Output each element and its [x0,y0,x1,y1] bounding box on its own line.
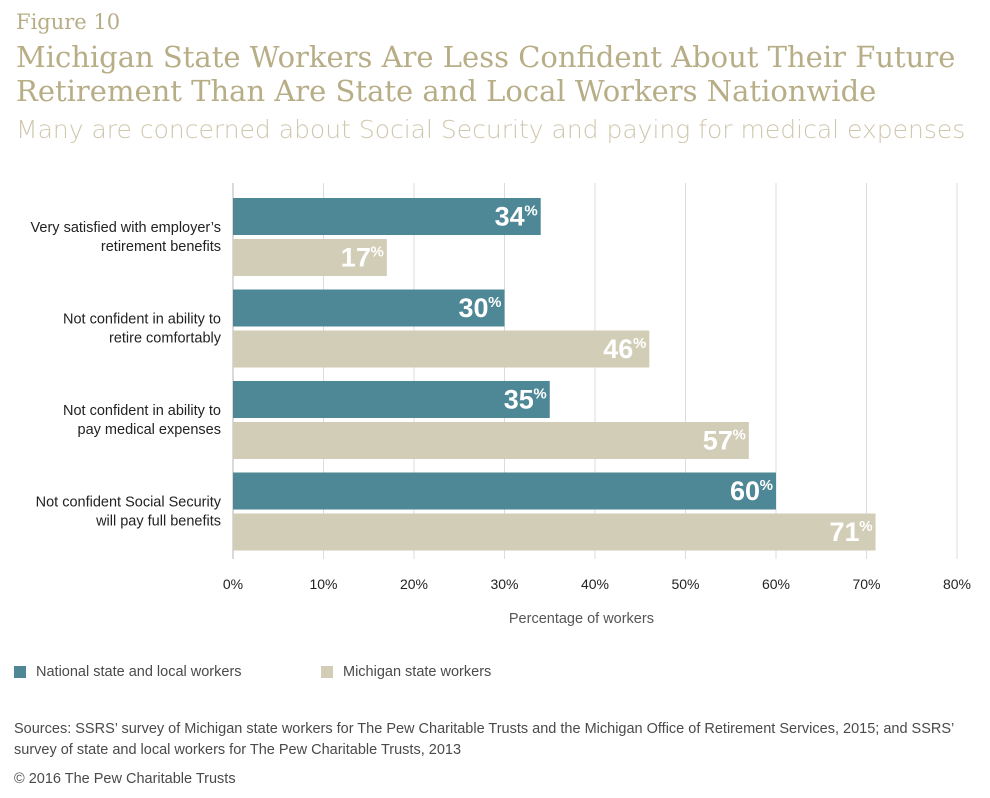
legend-item-michigan: Michigan state workers [321,664,491,680]
category-label: pay medical expenses [78,422,221,438]
category-label: Not confident in ability to [63,312,221,328]
category-label: Not confident in ability to [63,403,221,419]
bar-national-2 [233,381,550,418]
bar-michigan-0 [233,239,387,276]
bar-michigan-2 [233,422,749,459]
sources-note: Sources: SSRS’ survey of Michigan state … [14,721,954,758]
bar-value-label: 30 [458,293,488,323]
x-tick-label: 40% [581,576,609,592]
chart-subtitle: Many are concerned about Social Security… [16,115,966,144]
legend-item-national: National state and local workers [14,664,242,680]
bar-value-suffix: % [371,244,384,261]
category-label: retire comfortably [109,331,222,347]
legend-swatch-michigan [321,666,333,678]
x-axis-label: Percentage of workers [509,611,654,627]
bar-value-suffix: % [488,294,501,311]
bar-value-label: 34 [495,202,525,232]
bar-value-suffix: % [524,203,537,220]
x-tick-label: 20% [400,576,428,592]
bar-national-3 [233,472,776,510]
bar-national-0 [233,198,541,235]
bar-value-label: 71 [830,517,860,547]
x-tick-label: 80% [943,576,971,592]
x-tick-label: 70% [852,576,880,592]
category-label: Not confident Social Security [36,495,222,511]
bar-value-label: 60 [730,476,760,506]
bar-national-1 [233,289,505,327]
figure-label: Figure 10 [16,10,121,34]
x-tick-label: 10% [309,576,337,592]
category-label: retirement benefits [101,239,221,255]
copyright-note: © 2016 The Pew Charitable Trusts [14,771,236,787]
legend: National state and local workers Michiga… [14,664,614,688]
category-label: will pay full benefits [95,514,221,530]
bar-value-label: 17 [341,243,371,273]
category-label: Very satisfied with employer’s [31,220,221,236]
bar-value-suffix: % [760,477,773,494]
x-tick-label: 50% [671,576,699,592]
x-tick-label: 0% [223,576,243,592]
bar-value-suffix: % [859,518,872,535]
bar-michigan-3 [233,513,876,551]
chart-title: Michigan State Workers Are Less Confiden… [16,40,956,108]
bar-value-label: 57 [703,426,733,456]
bar-value-suffix: % [733,427,746,444]
bar-value-label: 46 [603,334,633,364]
legend-label-national: National state and local workers [36,664,242,680]
x-tick-label: 30% [490,576,518,592]
bar-value-label: 35 [504,385,534,415]
bar-chart: 34 %17 %Very satisfied with employer’sreti… [31,183,971,627]
legend-label-michigan: Michigan state workers [343,664,492,680]
x-tick-label: 60% [762,576,790,592]
bar-michigan-1 [233,330,650,368]
bar-value-suffix: % [533,386,546,403]
legend-swatch-national [14,666,26,678]
bar-value-suffix: % [633,335,646,352]
